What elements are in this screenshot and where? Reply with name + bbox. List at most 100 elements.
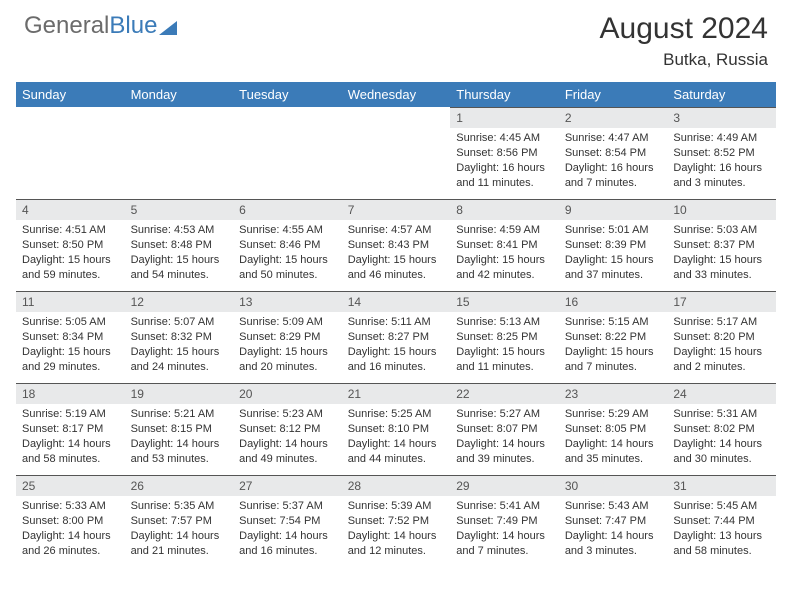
day-details: Sunrise: 5:19 AMSunset: 8:17 PMDaylight:…: [16, 404, 125, 470]
day-details: Sunrise: 5:37 AMSunset: 7:54 PMDaylight:…: [233, 496, 342, 562]
day-number: 10: [667, 199, 776, 220]
day-number: 7: [342, 199, 451, 220]
day-details: Sunrise: 5:45 AMSunset: 7:44 PMDaylight:…: [667, 496, 776, 562]
calendar-week-row: 11Sunrise: 5:05 AMSunset: 8:34 PMDayligh…: [16, 291, 776, 383]
day-number: 17: [667, 291, 776, 312]
day-number: 1: [450, 107, 559, 128]
calendar-week-row: 1Sunrise: 4:45 AMSunset: 8:56 PMDaylight…: [16, 107, 776, 199]
day-details: Sunrise: 5:25 AMSunset: 8:10 PMDaylight:…: [342, 404, 451, 470]
calendar-cell: [342, 107, 451, 199]
calendar-cell: 18Sunrise: 5:19 AMSunset: 8:17 PMDayligh…: [16, 383, 125, 475]
calendar-week-row: 25Sunrise: 5:33 AMSunset: 8:00 PMDayligh…: [16, 475, 776, 567]
calendar-cell: 13Sunrise: 5:09 AMSunset: 8:29 PMDayligh…: [233, 291, 342, 383]
day-details: Sunrise: 4:47 AMSunset: 8:54 PMDaylight:…: [559, 128, 668, 194]
day-details: Sunrise: 5:35 AMSunset: 7:57 PMDaylight:…: [125, 496, 234, 562]
calendar-cell: [125, 107, 234, 199]
calendar-cell: 19Sunrise: 5:21 AMSunset: 8:15 PMDayligh…: [125, 383, 234, 475]
day-number: 2: [559, 107, 668, 128]
logo-text-general: General: [24, 12, 109, 40]
day-details: Sunrise: 4:49 AMSunset: 8:52 PMDaylight:…: [667, 128, 776, 194]
calendar-cell: 6Sunrise: 4:55 AMSunset: 8:46 PMDaylight…: [233, 199, 342, 291]
calendar-cell: 16Sunrise: 5:15 AMSunset: 8:22 PMDayligh…: [559, 291, 668, 383]
day-number: 18: [16, 383, 125, 404]
day-number: 14: [342, 291, 451, 312]
day-number: 27: [233, 475, 342, 496]
logo-triangle-icon: [159, 21, 177, 35]
day-number: 26: [125, 475, 234, 496]
day-header: Sunday: [16, 82, 125, 107]
day-header: Thursday: [450, 82, 559, 107]
calendar-cell: 30Sunrise: 5:43 AMSunset: 7:47 PMDayligh…: [559, 475, 668, 567]
day-number: 15: [450, 291, 559, 312]
calendar-cell: 8Sunrise: 4:59 AMSunset: 8:41 PMDaylight…: [450, 199, 559, 291]
day-details: Sunrise: 5:05 AMSunset: 8:34 PMDaylight:…: [16, 312, 125, 378]
calendar-cell: 10Sunrise: 5:03 AMSunset: 8:37 PMDayligh…: [667, 199, 776, 291]
day-details: Sunrise: 4:51 AMSunset: 8:50 PMDaylight:…: [16, 220, 125, 286]
day-details: Sunrise: 4:45 AMSunset: 8:56 PMDaylight:…: [450, 128, 559, 194]
calendar-cell: 27Sunrise: 5:37 AMSunset: 7:54 PMDayligh…: [233, 475, 342, 567]
day-header: Tuesday: [233, 82, 342, 107]
day-details: Sunrise: 5:41 AMSunset: 7:49 PMDaylight:…: [450, 496, 559, 562]
day-header: Friday: [559, 82, 668, 107]
day-number: 30: [559, 475, 668, 496]
calendar-cell: [16, 107, 125, 199]
day-details: Sunrise: 5:27 AMSunset: 8:07 PMDaylight:…: [450, 404, 559, 470]
calendar-cell: 28Sunrise: 5:39 AMSunset: 7:52 PMDayligh…: [342, 475, 451, 567]
day-number: 8: [450, 199, 559, 220]
day-details: Sunrise: 4:57 AMSunset: 8:43 PMDaylight:…: [342, 220, 451, 286]
day-number: 16: [559, 291, 668, 312]
day-details: Sunrise: 5:03 AMSunset: 8:37 PMDaylight:…: [667, 220, 776, 286]
day-details: Sunrise: 5:23 AMSunset: 8:12 PMDaylight:…: [233, 404, 342, 470]
day-details: Sunrise: 5:39 AMSunset: 7:52 PMDaylight:…: [342, 496, 451, 562]
day-details: Sunrise: 5:43 AMSunset: 7:47 PMDaylight:…: [559, 496, 668, 562]
day-number: 21: [342, 383, 451, 404]
calendar-header-row: SundayMondayTuesdayWednesdayThursdayFrid…: [16, 82, 776, 107]
day-header: Wednesday: [342, 82, 451, 107]
calendar-cell: 31Sunrise: 5:45 AMSunset: 7:44 PMDayligh…: [667, 475, 776, 567]
calendar-week-row: 4Sunrise: 4:51 AMSunset: 8:50 PMDaylight…: [16, 199, 776, 291]
day-number: 29: [450, 475, 559, 496]
title-block: August 2024 Butka, Russia: [600, 12, 768, 70]
day-details: Sunrise: 5:09 AMSunset: 8:29 PMDaylight:…: [233, 312, 342, 378]
calendar-cell: 5Sunrise: 4:53 AMSunset: 8:48 PMDaylight…: [125, 199, 234, 291]
day-number: 11: [16, 291, 125, 312]
logo-text-blue: Blue: [109, 12, 157, 40]
day-details: Sunrise: 5:31 AMSunset: 8:02 PMDaylight:…: [667, 404, 776, 470]
header: GeneralBlue August 2024 Butka, Russia: [0, 0, 792, 76]
day-number: 25: [16, 475, 125, 496]
month-title: August 2024: [600, 12, 768, 46]
calendar-cell: 17Sunrise: 5:17 AMSunset: 8:20 PMDayligh…: [667, 291, 776, 383]
calendar-cell: 23Sunrise: 5:29 AMSunset: 8:05 PMDayligh…: [559, 383, 668, 475]
day-number: 9: [559, 199, 668, 220]
day-number: 22: [450, 383, 559, 404]
calendar-cell: 15Sunrise: 5:13 AMSunset: 8:25 PMDayligh…: [450, 291, 559, 383]
calendar-table: SundayMondayTuesdayWednesdayThursdayFrid…: [16, 82, 776, 567]
calendar-cell: 26Sunrise: 5:35 AMSunset: 7:57 PMDayligh…: [125, 475, 234, 567]
calendar-cell: 14Sunrise: 5:11 AMSunset: 8:27 PMDayligh…: [342, 291, 451, 383]
day-details: Sunrise: 5:21 AMSunset: 8:15 PMDaylight:…: [125, 404, 234, 470]
day-number: 19: [125, 383, 234, 404]
calendar-cell: 12Sunrise: 5:07 AMSunset: 8:32 PMDayligh…: [125, 291, 234, 383]
calendar-week-row: 18Sunrise: 5:19 AMSunset: 8:17 PMDayligh…: [16, 383, 776, 475]
day-number: 24: [667, 383, 776, 404]
calendar-cell: 4Sunrise: 4:51 AMSunset: 8:50 PMDaylight…: [16, 199, 125, 291]
day-details: Sunrise: 5:17 AMSunset: 8:20 PMDaylight:…: [667, 312, 776, 378]
day-details: Sunrise: 5:07 AMSunset: 8:32 PMDaylight:…: [125, 312, 234, 378]
calendar-cell: 2Sunrise: 4:47 AMSunset: 8:54 PMDaylight…: [559, 107, 668, 199]
day-header: Monday: [125, 82, 234, 107]
day-number: 4: [16, 199, 125, 220]
day-details: Sunrise: 4:53 AMSunset: 8:48 PMDaylight:…: [125, 220, 234, 286]
calendar-cell: 9Sunrise: 5:01 AMSunset: 8:39 PMDaylight…: [559, 199, 668, 291]
day-details: Sunrise: 5:15 AMSunset: 8:22 PMDaylight:…: [559, 312, 668, 378]
calendar-cell: 7Sunrise: 4:57 AMSunset: 8:43 PMDaylight…: [342, 199, 451, 291]
calendar-cell: 22Sunrise: 5:27 AMSunset: 8:07 PMDayligh…: [450, 383, 559, 475]
day-details: Sunrise: 5:11 AMSunset: 8:27 PMDaylight:…: [342, 312, 451, 378]
day-number: 5: [125, 199, 234, 220]
day-number: 3: [667, 107, 776, 128]
day-details: Sunrise: 5:01 AMSunset: 8:39 PMDaylight:…: [559, 220, 668, 286]
calendar-cell: 24Sunrise: 5:31 AMSunset: 8:02 PMDayligh…: [667, 383, 776, 475]
day-details: Sunrise: 4:55 AMSunset: 8:46 PMDaylight:…: [233, 220, 342, 286]
day-details: Sunrise: 5:33 AMSunset: 8:00 PMDaylight:…: [16, 496, 125, 562]
day-details: Sunrise: 5:29 AMSunset: 8:05 PMDaylight:…: [559, 404, 668, 470]
calendar-cell: [233, 107, 342, 199]
